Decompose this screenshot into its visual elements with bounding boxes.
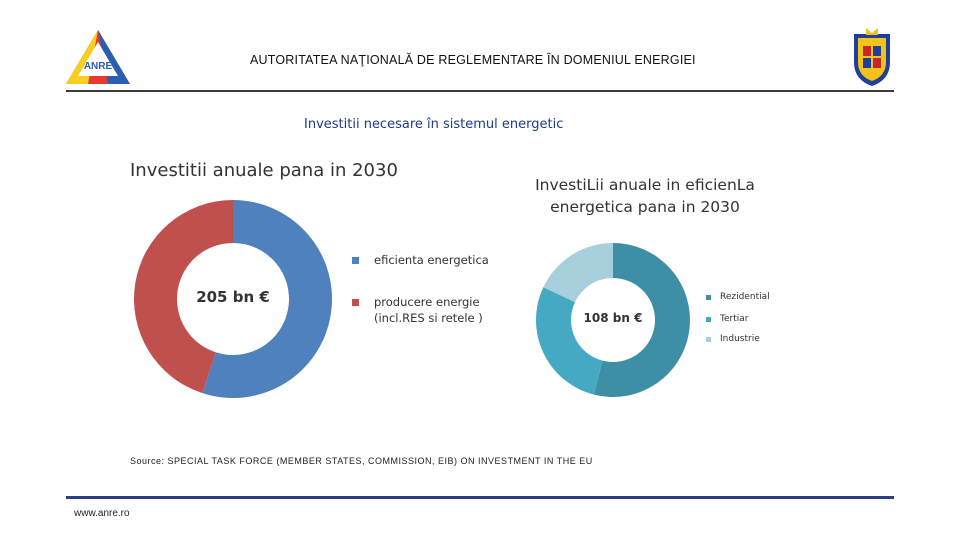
donut-slice-eficienta bbox=[202, 200, 332, 398]
legend-label: Rezidential bbox=[720, 292, 770, 302]
donut-slice-rezidential bbox=[593, 243, 690, 397]
page-subtitle: Investitii necesare în sistemul energeti… bbox=[304, 117, 564, 132]
legend-label: eficienta energetica bbox=[374, 253, 489, 267]
chart-2-title-line-1: InvestiLii anuale in eficienLa bbox=[535, 176, 755, 194]
chart-2-center-label: 108 bn € bbox=[584, 311, 643, 325]
legend-label: producere energie (incl.RES si retele ) bbox=[374, 295, 483, 325]
donut-slice-tertiar bbox=[536, 287, 603, 395]
chart-1-legend: eficienta energetica producere energie (… bbox=[352, 252, 512, 342]
legend-label: Industrie bbox=[720, 334, 760, 344]
chart-2-title-line-2: energetica pana in 2030 bbox=[550, 197, 740, 216]
header-divider bbox=[66, 90, 894, 92]
legend-swatch bbox=[352, 299, 359, 306]
donut-chart-total: 205 bn € bbox=[134, 200, 332, 398]
chart-2-title: InvestiLii anuale in eficienLa energetic… bbox=[520, 175, 770, 218]
donut-slice-industrie bbox=[543, 243, 613, 303]
coat-of-arms-icon bbox=[854, 28, 890, 86]
anre-logo-text: ANRE bbox=[84, 61, 113, 72]
legend-swatch bbox=[706, 295, 711, 300]
anre-logo: ANRE bbox=[66, 30, 130, 84]
chart-1-center-label: 205 bn € bbox=[196, 288, 270, 306]
chart-1-title: Investitii anuale pana in 2030 bbox=[130, 160, 398, 181]
chart-2-legend: Rezidential Tertiar Industrie bbox=[706, 292, 826, 352]
footer-website-link[interactable]: www.anre.ro bbox=[74, 508, 130, 519]
legend-swatch bbox=[352, 257, 359, 264]
footer-divider bbox=[66, 496, 894, 499]
source-note: Source: SPECIAL TASK FORCE (MEMBER STATE… bbox=[130, 456, 593, 466]
legend-label: Tertiar bbox=[720, 314, 749, 324]
legend-swatch bbox=[706, 317, 711, 322]
donut-chart-efficiency: 108 bn € bbox=[536, 243, 690, 397]
donut-slice-producere bbox=[134, 200, 233, 394]
legend-swatch bbox=[706, 337, 711, 342]
header-title: AUTORITATEA NAŢIONALĂ DE REGLEMENTARE ÎN… bbox=[250, 53, 696, 67]
